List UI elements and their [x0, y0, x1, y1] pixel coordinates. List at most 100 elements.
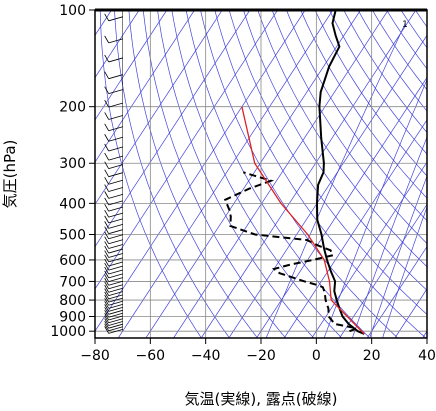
wind-barb	[108, 234, 123, 240]
x-tick-label: −60	[136, 348, 166, 364]
wind-barb	[108, 309, 123, 315]
wind-barb	[108, 287, 123, 293]
isotherm-line	[394, 288, 427, 338]
wind-barb	[108, 257, 123, 263]
mixing-ratio-line	[382, 206, 427, 338]
wind-barb	[108, 218, 123, 224]
wind-barb-flag	[104, 266, 110, 275]
x-tick-label: −40	[191, 348, 221, 364]
wind-barb-flag	[104, 262, 110, 271]
wind-barb-flag	[104, 326, 110, 334]
wind-barb-flag	[104, 307, 110, 315]
wind-barb-flag	[104, 294, 110, 303]
mixing-ratio-label: 1	[402, 20, 408, 30]
y-tick-label: 600	[59, 253, 86, 269]
mixing-ratio-line	[265, 23, 406, 338]
wind-barb-flag	[104, 54, 110, 63]
dry-adiabat-line	[430, 10, 436, 338]
wind-barb	[108, 269, 123, 275]
wind-barb	[108, 187, 123, 192]
wind-barb-flag	[104, 285, 110, 293]
wind-barb-flag	[104, 86, 110, 94]
x-tick-label: 40	[418, 348, 436, 364]
wind-barb-flag	[104, 241, 110, 249]
wind-barb	[108, 38, 123, 44]
wind-barb-flag	[104, 99, 110, 108]
y-tick-label: 1000	[50, 324, 86, 340]
wind-barb	[108, 102, 123, 108]
wind-barb	[108, 297, 123, 303]
y-tick-label: 800	[59, 293, 86, 309]
wind-barb-flag	[104, 301, 110, 309]
isotherm-line	[95, 10, 251, 248]
wind-barb	[108, 261, 123, 267]
x-axis-title: 気温(実線), 露点(破線)	[185, 390, 338, 408]
wind-barb	[108, 280, 123, 286]
mixing-ratio-line	[351, 136, 427, 338]
isotherm-line	[256, 76, 427, 338]
wind-barb-flag	[104, 191, 110, 199]
mixing-ratio-line	[323, 78, 427, 338]
wind-barb	[108, 229, 123, 235]
wind-barb	[108, 306, 123, 312]
y-tick-label: 500	[59, 228, 86, 244]
y-tick-label: 900	[59, 309, 86, 325]
wind-barb-flag	[104, 323, 110, 331]
parcel-line	[241, 106, 365, 335]
wind-barb	[108, 212, 123, 218]
wind-barb	[108, 16, 123, 22]
isotherm-line	[117, 10, 334, 338]
x-tick-label: −80	[80, 348, 110, 364]
wind-barb	[108, 244, 123, 249]
wind-barb-flag	[104, 112, 110, 120]
dry-adiabat-line	[185, 10, 371, 338]
wind-barb	[108, 155, 123, 161]
wind-barb	[108, 273, 123, 279]
wind-barb-flag	[104, 215, 110, 224]
dry-adiabat-line	[142, 10, 286, 338]
dry-adiabat-line	[257, 10, 427, 268]
dry-adiabat-line	[300, 10, 427, 199]
wind-barb	[108, 200, 123, 206]
isotherm-line	[95, 10, 278, 290]
wind-barb-flag	[104, 226, 110, 234]
dry-adiabat-line	[328, 10, 427, 155]
wind-barb-flag	[104, 274, 110, 282]
wind-barb-flag	[104, 312, 110, 321]
isotherm-line	[422, 330, 427, 338]
dry-adiabat-line	[157, 10, 314, 338]
y-tick-label: 700	[59, 274, 86, 290]
isotherm-line	[145, 10, 361, 338]
wind-barb-flag	[104, 288, 110, 296]
dewpoint-line	[223, 171, 361, 333]
wind-barb	[108, 277, 123, 282]
wind-barb	[108, 315, 123, 321]
wind-barb-flag	[104, 221, 110, 229]
isotherm-line	[173, 10, 389, 338]
isotherm-line	[283, 119, 427, 338]
wind-barb	[108, 179, 123, 185]
wind-barb-flag	[104, 134, 110, 142]
dry-adiabat-line	[400, 10, 427, 49]
wind-barb-flag	[104, 250, 110, 258]
wind-barb	[108, 126, 123, 132]
dry-adiabat-line	[271, 10, 427, 244]
wind-barb	[108, 248, 123, 254]
y-tick-label: 100	[59, 3, 86, 19]
wind-barb	[108, 300, 123, 306]
wind-barb	[108, 164, 123, 170]
y-axis-title: 気圧(hPa)	[1, 140, 19, 209]
y-tick-label: 200	[59, 100, 86, 116]
wind-barb	[108, 326, 123, 332]
wind-barb	[108, 57, 123, 63]
wind-barb-flag	[104, 123, 110, 131]
wind-barb-flag	[104, 203, 110, 212]
dry-adiabat-line	[99, 10, 202, 338]
wind-barb-flag	[104, 254, 110, 263]
wind-barb	[108, 265, 123, 271]
wind-barb	[108, 74, 123, 80]
x-tick-label: −20	[246, 348, 276, 364]
dry-adiabat-line	[214, 10, 427, 338]
